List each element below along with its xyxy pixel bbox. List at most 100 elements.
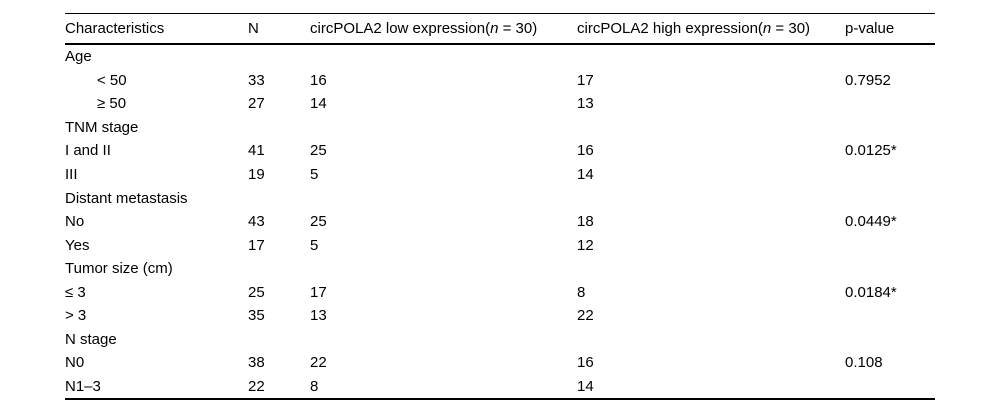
table-row-n1-3: N1–3 22 8 14 xyxy=(65,375,935,400)
cell-low-expression: 16 xyxy=(310,71,327,89)
header-low-prefix: circPOLA2 low expression( xyxy=(310,20,491,37)
cell-high-expression: 17 xyxy=(577,71,594,89)
header-n: N xyxy=(248,13,310,45)
cell-high-expression: 13 xyxy=(577,95,594,113)
cell-n: 22 xyxy=(248,377,265,395)
header-high-n-italic: n xyxy=(762,20,772,37)
table-header-row: Characteristics N circPOLA2 low expressi… xyxy=(65,13,935,45)
cell-high-expression: 14 xyxy=(577,377,594,395)
cell-characteristic: III xyxy=(65,166,78,183)
cell-p-value: 0.0449* xyxy=(845,213,897,231)
table-row-tnm-stage: TNM stage xyxy=(65,116,935,140)
cell-low-expression xyxy=(310,186,577,210)
cell-p-value xyxy=(845,44,935,69)
cell-high-expression xyxy=(577,328,845,352)
cell-p-value xyxy=(845,92,935,116)
characteristics-table-container: Characteristics N circPOLA2 low expressi… xyxy=(65,13,935,401)
cell-low-expression: 22 xyxy=(310,354,327,372)
table-row-size-le3: ≤ 3 25 17 8 0.0184* xyxy=(65,280,935,304)
cell-low-expression xyxy=(310,328,577,352)
table-row-distant-metastasis: Distant metastasis xyxy=(65,186,935,210)
table-row-age: Age xyxy=(65,44,935,69)
table-row-tumor-size: Tumor size (cm) xyxy=(65,257,935,281)
cell-n xyxy=(248,44,310,69)
table-row-stage-1-2: I and II 41 25 16 0.0125* xyxy=(65,139,935,163)
cell-low-expression: 14 xyxy=(310,95,327,113)
cell-characteristic: N1–3 xyxy=(65,377,101,395)
cell-p-value xyxy=(845,233,935,257)
cell-n: 19 xyxy=(248,166,265,183)
cell-low-expression xyxy=(310,116,577,140)
cell-high-expression: 18 xyxy=(577,213,594,231)
cell-n: 43 xyxy=(248,213,265,231)
header-high-prefix: circPOLA2 high expression( xyxy=(577,20,763,37)
cell-low-expression: 8 xyxy=(310,377,319,395)
header-high-expression: circPOLA2 high expression(n = 30) xyxy=(577,13,845,45)
cell-low-expression: 5 xyxy=(310,166,319,183)
cell-n: 25 xyxy=(248,283,265,301)
cell-high-expression: 8 xyxy=(577,283,586,301)
table-row-stage-3: III 19 5 14 xyxy=(65,163,935,187)
cell-n xyxy=(248,116,310,140)
cell-characteristic: Tumor size (cm) xyxy=(65,260,173,278)
table-row-n0: N0 38 22 16 0.108 xyxy=(65,351,935,375)
cell-low-expression: 5 xyxy=(310,236,319,254)
header-p-value: p-value xyxy=(845,13,935,45)
cell-p-value xyxy=(845,304,935,328)
cell-characteristic: I and II xyxy=(65,142,111,160)
table-row-size-gt3: > 3 35 13 22 xyxy=(65,304,935,328)
cell-low-expression: 17 xyxy=(310,283,327,301)
cell-n: 35 xyxy=(248,307,265,325)
cell-p-value: 0.7952 xyxy=(845,71,891,89)
cell-n: 41 xyxy=(248,142,265,160)
cell-high-expression xyxy=(577,116,845,140)
cell-n: 38 xyxy=(248,354,265,372)
characteristics-table: Characteristics N circPOLA2 low expressi… xyxy=(65,13,935,401)
cell-high-expression: 16 xyxy=(577,354,594,372)
cell-characteristic: TNM stage xyxy=(65,118,139,136)
cell-n xyxy=(248,328,310,352)
cell-p-value xyxy=(845,257,935,281)
cell-characteristic: ≥ 50 xyxy=(97,95,127,113)
cell-p-value: 0.0184* xyxy=(845,283,897,301)
cell-high-expression: 16 xyxy=(577,142,594,160)
cell-characteristic: N0 xyxy=(65,354,85,372)
header-high-suffix: = 30) xyxy=(771,20,811,37)
cell-low-expression xyxy=(310,44,577,69)
cell-p-value xyxy=(845,328,935,352)
cell-n xyxy=(248,257,310,281)
table-row-metastasis-yes: Yes 17 5 12 xyxy=(65,233,935,257)
table-row-metastasis-no: No 43 25 18 0.0449* xyxy=(65,210,935,234)
cell-high-expression: 14 xyxy=(577,166,594,183)
cell-characteristic: ≤ 3 xyxy=(65,283,86,301)
cell-n: 27 xyxy=(248,95,265,113)
cell-high-expression xyxy=(577,44,845,69)
header-characteristics: Characteristics xyxy=(65,13,248,45)
cell-p-value: 0.0125* xyxy=(845,142,897,160)
cell-high-expression xyxy=(577,186,845,210)
cell-characteristic: Distant metastasis xyxy=(65,189,188,207)
cell-characteristic: Age xyxy=(65,48,92,66)
cell-p-value xyxy=(845,163,935,187)
cell-n: 17 xyxy=(248,236,265,254)
cell-characteristic: N stage xyxy=(65,330,117,348)
cell-p-value xyxy=(845,186,935,210)
cell-characteristic: < 50 xyxy=(97,71,127,89)
table-row-age-lt50: < 50 33 16 17 0.7952 xyxy=(65,69,935,93)
cell-characteristic: > 3 xyxy=(65,307,87,325)
cell-n xyxy=(248,186,310,210)
cell-p-value xyxy=(845,116,935,140)
cell-high-expression: 22 xyxy=(577,307,594,325)
cell-characteristic: Yes xyxy=(65,236,90,254)
header-low-suffix: = 30) xyxy=(498,20,538,37)
table-row-n-stage: N stage xyxy=(65,328,935,352)
header-low-expression: circPOLA2 low expression(n = 30) xyxy=(310,13,577,45)
cell-low-expression: 25 xyxy=(310,142,327,160)
cell-high-expression xyxy=(577,257,845,281)
cell-n: 33 xyxy=(248,71,265,89)
cell-low-expression xyxy=(310,257,577,281)
cell-high-expression: 12 xyxy=(577,236,594,254)
cell-p-value: 0.108 xyxy=(845,354,883,372)
cell-low-expression: 25 xyxy=(310,213,327,231)
header-low-n-italic: n xyxy=(490,20,499,37)
